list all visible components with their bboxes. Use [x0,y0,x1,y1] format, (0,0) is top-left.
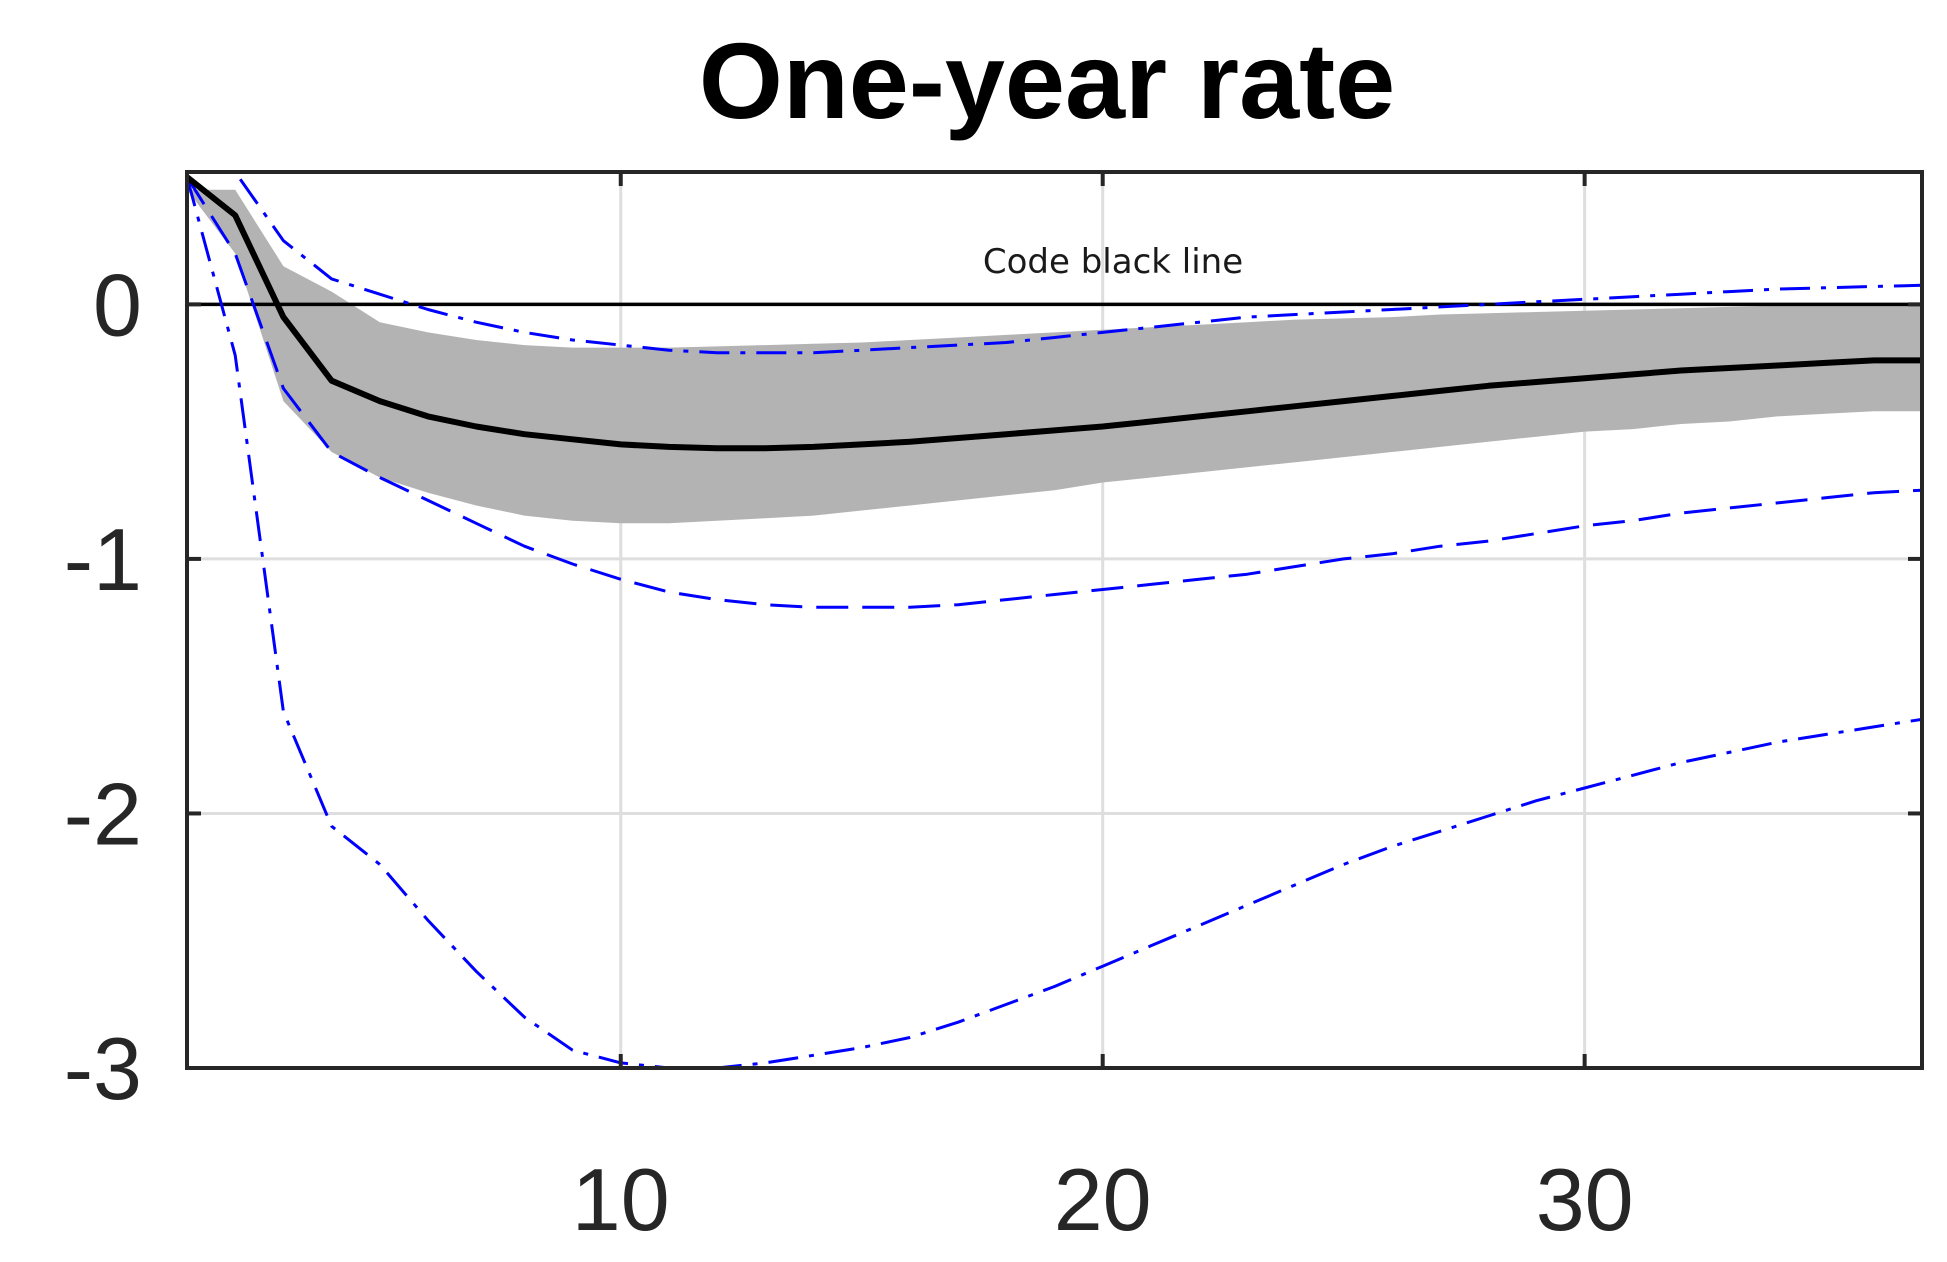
x-tick-label-20: 20 [1054,1150,1152,1249]
annotation-label: Code black line [983,242,1243,282]
y-tick-label--2: -2 [64,764,142,863]
series-line-1-solid [187,174,1922,452]
series-line-2-dashed [187,176,1922,609]
x-tick-label-30: 30 [1536,1150,1634,1249]
confidence-band [187,189,1922,524]
series-line-4-dashdot [187,176,1922,1068]
y-tick-label--1: -1 [64,510,142,609]
plot-frame [185,170,1924,1070]
y-tick-label-0: 0 [93,255,142,354]
chart-title: One-year rate [699,20,1395,141]
grid-lines [187,172,1922,1068]
series-lines [187,172,1922,1068]
confidence-band-area [187,189,1922,524]
tick-labels: 10 20 30 0 -1 -2 -3 [64,255,1634,1249]
y-tick-label--3: -3 [64,1019,142,1118]
series-line-3-dashdot [187,172,1922,355]
x-tick-label-10: 10 [572,1150,670,1249]
plot-axes [185,170,1924,1070]
